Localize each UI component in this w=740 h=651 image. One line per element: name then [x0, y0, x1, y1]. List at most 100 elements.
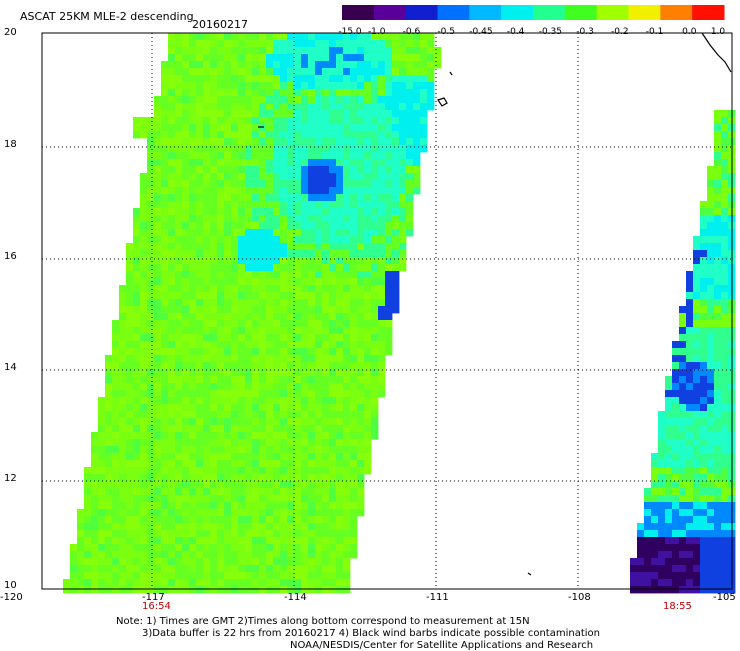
swath-cell: [378, 362, 386, 370]
swath-cell: [203, 565, 211, 573]
swath-cell: [686, 551, 694, 559]
swath-cell: [217, 369, 225, 377]
swath-cell: [721, 348, 729, 356]
swath-cell: [700, 544, 708, 552]
swath-cell: [329, 68, 337, 76]
swath-cell: [280, 425, 288, 433]
swath-cell: [700, 474, 708, 482]
swath-cell: [217, 180, 225, 188]
swath-cell: [294, 145, 302, 153]
swath-cell: [413, 117, 421, 125]
swath-cell: [224, 145, 232, 153]
swath-cell: [210, 502, 218, 510]
swath-cell: [217, 530, 225, 538]
swath-cell: [322, 313, 330, 321]
swath-cell: [371, 236, 379, 244]
swath-cell: [273, 474, 281, 482]
swath-cell: [322, 159, 330, 167]
swath-cell: [245, 271, 253, 279]
swath-cell: [175, 404, 183, 412]
swath-cell: [714, 453, 722, 461]
swath-cell: [161, 586, 169, 594]
swath-cell: [308, 397, 316, 405]
swath-cell: [336, 173, 344, 181]
swath-cell: [196, 61, 204, 69]
lat-label-12: 12: [4, 473, 17, 484]
swath-cell: [154, 208, 162, 216]
swath-cell: [686, 516, 694, 524]
swath-cell: [196, 201, 204, 209]
swath-cell: [287, 439, 295, 447]
swath-cell: [399, 96, 407, 104]
swath-cell: [336, 187, 344, 195]
swath-cell: [259, 425, 267, 433]
swath-cell: [210, 544, 218, 552]
swath-cell: [665, 397, 673, 405]
swath-cell: [147, 327, 155, 335]
swath-cell: [133, 502, 141, 510]
swath-cell: [126, 411, 134, 419]
swath-cell: [147, 460, 155, 468]
swath-cell: [385, 348, 393, 356]
swath-cell: [308, 278, 316, 286]
swath-cell: [161, 460, 169, 468]
swath-cell: [217, 82, 225, 90]
swath-cell: [98, 474, 106, 482]
swath-cell: [378, 89, 386, 97]
swath-cell: [357, 131, 365, 139]
swath-cell: [140, 551, 148, 559]
swath-cell: [182, 558, 190, 566]
swath-cell: [210, 509, 218, 517]
swath-cell: [175, 117, 183, 125]
swath-cell: [203, 215, 211, 223]
swath-cell: [308, 523, 316, 531]
swath-cell: [252, 586, 260, 594]
swath-cell: [392, 96, 400, 104]
swath-cell: [343, 306, 351, 314]
swath-cell: [77, 551, 85, 559]
swath-cell: [126, 509, 134, 517]
swath-cell: [238, 439, 246, 447]
swath-cell: [350, 117, 358, 125]
swath-cell: [406, 215, 414, 223]
swath-cell: [700, 586, 708, 594]
swath-cell: [336, 390, 344, 398]
swath-cell: [238, 187, 246, 195]
swath-cell: [413, 110, 421, 118]
swath-cell: [266, 96, 274, 104]
swath-cell: [259, 327, 267, 335]
swath-cell: [98, 467, 106, 475]
lat-label-10: 10: [4, 580, 17, 591]
swath-cell: [84, 488, 92, 496]
swath-cell: [714, 173, 722, 181]
swath-cell: [189, 96, 197, 104]
swath-cell: [259, 530, 267, 538]
swath-cell: [336, 229, 344, 237]
swath-cell: [280, 474, 288, 482]
swath-cell: [210, 250, 218, 258]
swath-cell: [273, 425, 281, 433]
swath-cell: [259, 103, 267, 111]
swath-cell: [203, 96, 211, 104]
swath-cell: [196, 334, 204, 342]
swath-cell: [273, 33, 281, 41]
swath-cell: [133, 495, 141, 503]
swath-cell: [140, 187, 148, 195]
swath-cell: [686, 446, 694, 454]
swath-cell: [210, 215, 218, 223]
swath-cell: [259, 201, 267, 209]
swath-cell: [672, 446, 680, 454]
swath-cell: [175, 586, 183, 594]
swath-cell: [133, 481, 141, 489]
swath-cell: [140, 453, 148, 461]
swath-cell: [245, 502, 253, 510]
swath-cell: [280, 516, 288, 524]
swath-cell: [231, 187, 239, 195]
swath-cell: [273, 544, 281, 552]
swath-cell: [371, 222, 379, 230]
swath-cell: [399, 250, 407, 258]
swath-cell: [252, 229, 260, 237]
swath-cell: [280, 250, 288, 258]
swath-cell: [238, 306, 246, 314]
swath-cell: [686, 537, 694, 545]
